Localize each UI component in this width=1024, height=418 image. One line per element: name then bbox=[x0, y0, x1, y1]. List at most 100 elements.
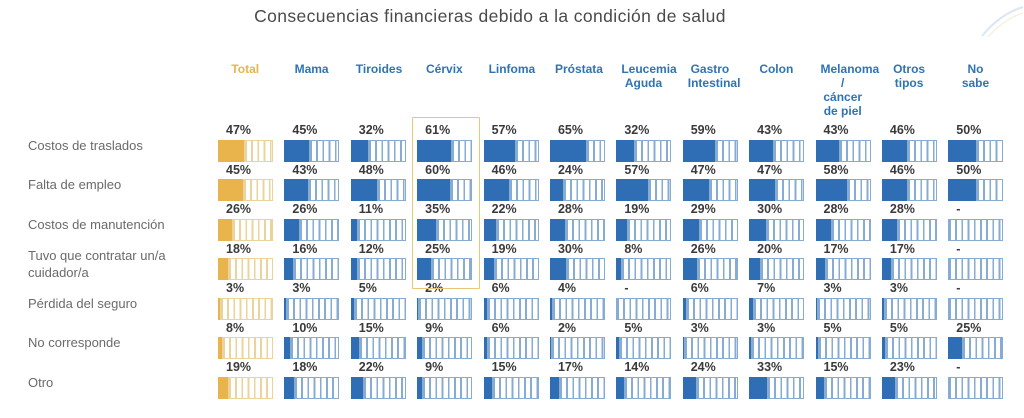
bar-fill bbox=[948, 337, 963, 359]
bar-empty-stripes bbox=[897, 218, 937, 241]
data-cell: 46% bbox=[876, 123, 942, 163]
value-label: 5% bbox=[624, 320, 643, 335]
gauge-bar bbox=[218, 258, 273, 280]
data-cell: 3% bbox=[743, 321, 809, 361]
bar-empty-stripes bbox=[698, 218, 738, 241]
bar-empty-stripes bbox=[356, 218, 406, 241]
data-cell: 19% bbox=[610, 202, 676, 242]
value-label: 9% bbox=[425, 360, 444, 374]
gauge-bar bbox=[350, 337, 406, 359]
value-label: - bbox=[956, 281, 961, 295]
value-label: - bbox=[956, 360, 961, 374]
bar-fill bbox=[749, 139, 773, 162]
value-label: 4% bbox=[557, 281, 577, 295]
column-header-melanoma-cáncer-de-piel: Melanoma / cáncer de piel bbox=[820, 62, 880, 119]
gauge-bar bbox=[948, 179, 1004, 201]
bar-empty-stripes bbox=[563, 179, 605, 201]
bar-fill bbox=[218, 376, 229, 399]
value-label: - bbox=[624, 281, 629, 295]
bar-fill bbox=[682, 337, 685, 359]
value-label: 3% bbox=[292, 281, 311, 295]
bar-empty-stripes bbox=[514, 139, 539, 162]
bar-fill bbox=[218, 337, 223, 359]
gauge-bar bbox=[616, 297, 672, 320]
data-cell: 57% bbox=[610, 163, 676, 203]
bar-fill bbox=[350, 297, 354, 320]
bar-empty-stripes bbox=[616, 297, 672, 320]
data-cell: 30% bbox=[743, 202, 809, 242]
gauge-bar bbox=[881, 139, 937, 162]
data-cell: 15% bbox=[810, 360, 876, 400]
value-label: 19% bbox=[226, 360, 252, 374]
value-label: 3% bbox=[823, 281, 842, 295]
value-label: 32% bbox=[358, 123, 384, 137]
data-cell: 65% bbox=[544, 123, 610, 163]
data-cell: 8% bbox=[610, 242, 676, 282]
bar-fill bbox=[948, 139, 976, 162]
bar-empty-stripes bbox=[368, 139, 406, 162]
data-cell: 8% bbox=[212, 321, 278, 361]
chart-title: Consecuencias financieras debido a la co… bbox=[254, 6, 726, 26]
gauge-bar bbox=[549, 297, 605, 320]
gauge-bar bbox=[483, 258, 539, 280]
bar-empty-stripes bbox=[293, 258, 340, 280]
bar-fill bbox=[616, 337, 620, 359]
value-label: 7% bbox=[757, 281, 776, 295]
value-label: 48% bbox=[358, 162, 384, 177]
gauge-bar bbox=[682, 337, 738, 359]
bar-empty-stripes bbox=[975, 179, 1004, 201]
value-label: - bbox=[956, 241, 961, 256]
value-label: 18% bbox=[292, 360, 318, 374]
row-label-costos-de-manutención: Costos de manutención bbox=[28, 216, 165, 232]
data-cell: 32% bbox=[610, 123, 676, 163]
data-cell: 24% bbox=[677, 360, 743, 400]
bar-fill bbox=[417, 139, 451, 162]
bar-empty-stripes bbox=[491, 376, 539, 399]
gauge-bar bbox=[682, 297, 738, 320]
gauge-bar bbox=[948, 218, 1004, 241]
gauge-bar bbox=[218, 179, 273, 201]
bar-empty-stripes bbox=[619, 337, 672, 359]
data-cell: 6% bbox=[677, 281, 743, 321]
value-label: 10% bbox=[292, 320, 318, 335]
gauge-bar bbox=[815, 258, 871, 280]
data-cell: 45% bbox=[212, 163, 278, 203]
value-label: 2% bbox=[425, 281, 444, 295]
bar-fill bbox=[881, 258, 892, 280]
value-label: 3% bbox=[757, 320, 776, 335]
bar-empty-stripes bbox=[686, 297, 738, 320]
data-cell: 11% bbox=[345, 202, 411, 242]
gauge-bar bbox=[417, 297, 473, 320]
gauge-bar bbox=[948, 376, 1004, 399]
gauge-bar bbox=[881, 376, 937, 399]
bar-empty-stripes bbox=[359, 337, 406, 359]
bar-empty-stripes bbox=[750, 337, 805, 359]
data-cell: 12% bbox=[345, 242, 411, 282]
value-label: 32% bbox=[624, 123, 650, 137]
data-cell: 22% bbox=[345, 360, 411, 400]
value-label: 28% bbox=[823, 202, 849, 216]
bar-empty-stripes bbox=[552, 297, 605, 320]
data-cell: 47% bbox=[677, 163, 743, 203]
data-cell: 5% bbox=[810, 321, 876, 361]
gauge-bar bbox=[549, 139, 605, 162]
data-cell: 6% bbox=[478, 321, 544, 361]
bar-fill bbox=[483, 139, 515, 162]
data-cell: 50% bbox=[942, 163, 1008, 203]
value-label: 19% bbox=[624, 202, 650, 216]
bar-empty-stripes bbox=[222, 337, 273, 359]
bar-fill bbox=[616, 179, 648, 201]
bar-fill bbox=[682, 258, 698, 280]
value-label: 23% bbox=[889, 360, 915, 374]
value-label: 47% bbox=[690, 162, 716, 177]
bar-fill bbox=[350, 376, 363, 399]
data-cell: 30% bbox=[544, 242, 610, 282]
bar-empty-stripes bbox=[357, 258, 406, 280]
bar-empty-stripes bbox=[450, 139, 473, 162]
bar-fill bbox=[417, 297, 419, 320]
gauge-bar bbox=[616, 179, 672, 201]
bar-fill bbox=[815, 337, 819, 359]
value-label: 43% bbox=[757, 123, 783, 137]
bar-empty-stripes bbox=[624, 376, 672, 399]
data-cell: 28% bbox=[810, 202, 876, 242]
